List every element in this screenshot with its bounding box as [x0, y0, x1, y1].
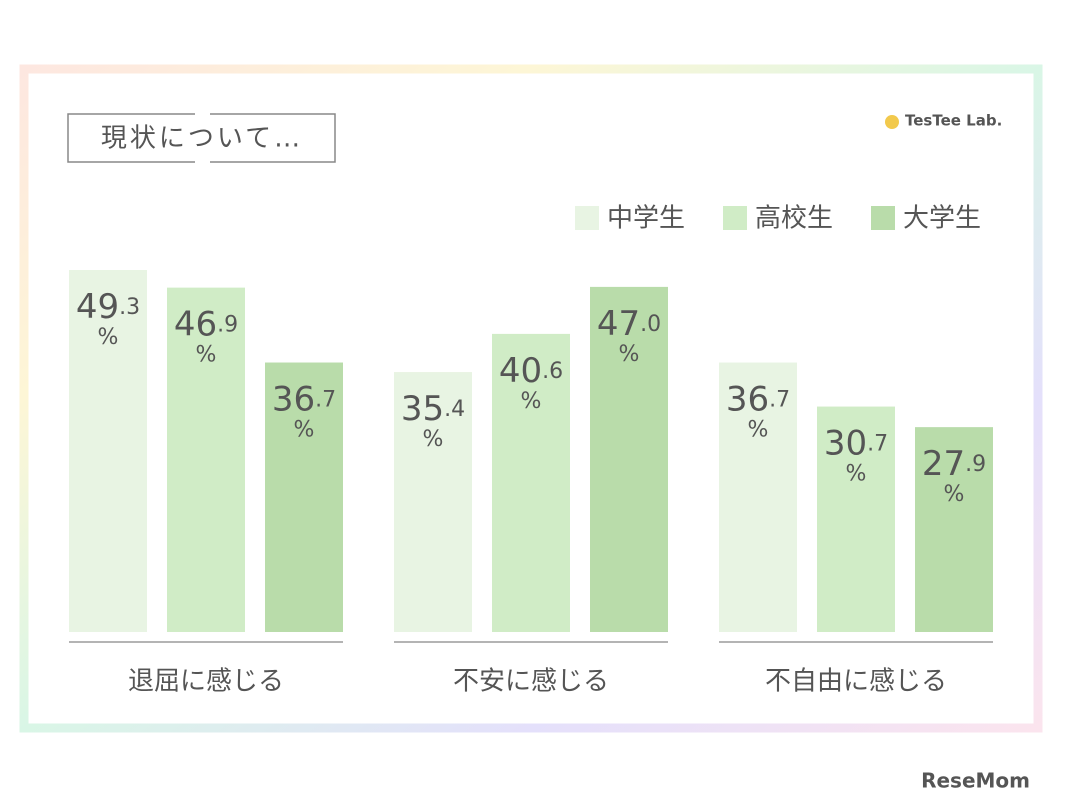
x-tick-label: 不安に感じる: [453, 667, 609, 697]
value-label: 35.4%: [401, 389, 465, 453]
legend-label: 大学生: [903, 204, 981, 234]
title-box: [67, 113, 336, 163]
legend-swatch: [575, 206, 599, 230]
legend-label: 中学生: [607, 204, 685, 234]
bar: [265, 362, 343, 632]
value-label: 27.9%: [922, 444, 986, 508]
bar: [719, 362, 797, 632]
legend-swatch: [723, 206, 747, 230]
value-label: 30.7%: [824, 423, 888, 487]
brand: TesTee Lab.: [905, 112, 1002, 130]
bar: [590, 286, 668, 632]
value-label: 47.0%: [597, 303, 661, 367]
legend-swatch: [871, 206, 895, 230]
bar: [915, 427, 993, 632]
value-label: 36.7%: [272, 379, 336, 443]
watermark: ReseMom: [921, 769, 1030, 793]
bar: [394, 372, 472, 632]
legend-label: 高校生: [755, 204, 833, 234]
value-label: 46.9%: [174, 304, 238, 368]
value-label: 36.7%: [726, 379, 790, 443]
bar: [817, 406, 895, 632]
x-tick-label: 不自由に感じる: [765, 667, 947, 697]
chart-title: 現状について…: [101, 124, 303, 154]
bar: [69, 270, 147, 632]
bar: [492, 333, 570, 632]
bar: [167, 287, 245, 632]
value-label: 40.6%: [499, 350, 563, 414]
value-label: 49.3%: [76, 287, 140, 351]
logo-icon: [885, 115, 899, 129]
x-tick-label: 退屈に感じる: [128, 667, 284, 697]
